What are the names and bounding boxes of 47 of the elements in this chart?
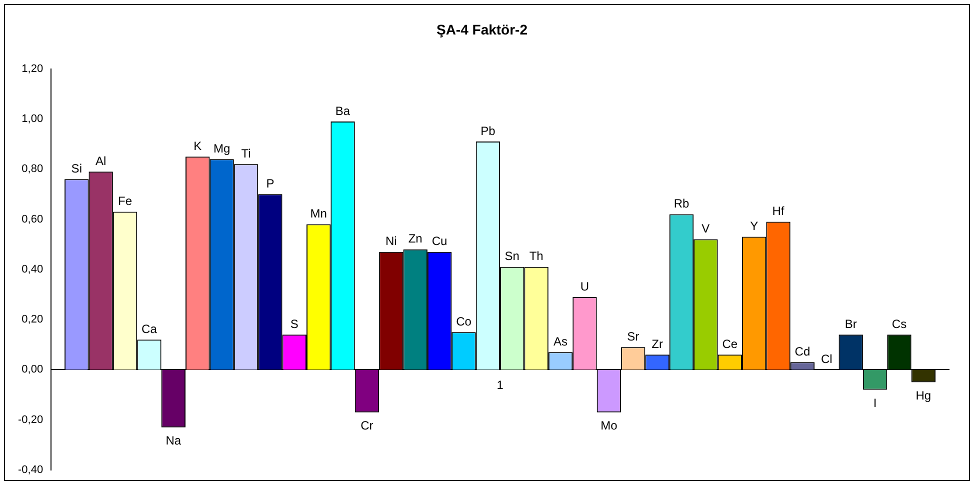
- series-label: Ba: [335, 104, 350, 118]
- y-tick-label: 0,40: [22, 263, 44, 276]
- series-label: Ti: [241, 146, 251, 160]
- series-label: Zn: [408, 232, 422, 246]
- series-label: Br: [844, 316, 857, 331]
- series-label: Cr: [360, 418, 374, 433]
- series-label: U: [580, 279, 590, 294]
- y-tick-label: -0,40: [18, 464, 44, 476]
- y-tick-label: 1,20: [22, 62, 44, 75]
- series-label: Al: [95, 154, 106, 168]
- y-tick-label: 0,00: [22, 364, 44, 376]
- series-label: As: [554, 334, 568, 348]
- series-label: Sn: [504, 249, 520, 264]
- series-label: Cu: [432, 234, 448, 248]
- series-label: Th: [529, 249, 544, 264]
- series-label: Fe: [118, 194, 132, 208]
- x-tick-label: 1: [496, 378, 504, 392]
- series-label: Si: [71, 161, 82, 176]
- series-label: Sr: [627, 329, 640, 344]
- series-label: Mg: [213, 141, 230, 156]
- series-label: Mn: [310, 206, 327, 221]
- series-label: Zr: [652, 336, 663, 351]
- y-tick-label: 0,80: [22, 163, 44, 176]
- text: Cl: [820, 352, 832, 366]
- series-label: Cs: [892, 316, 907, 331]
- y-tick-label: 0,20: [22, 314, 44, 326]
- chart-title: ŞA-4 Faktör-2: [436, 21, 528, 38]
- series-label: I: [873, 396, 877, 410]
- series-label: S: [290, 316, 298, 331]
- series-label: K: [194, 138, 202, 153]
- series-label: Mo: [600, 418, 618, 433]
- series-label: P: [266, 176, 274, 190]
- series-label: Ni: [385, 234, 397, 248]
- y-tick-label: -0,20: [18, 414, 44, 426]
- series-label: Ca: [142, 322, 158, 336]
- series-label: V: [702, 222, 710, 236]
- series-label: Co: [456, 314, 472, 328]
- series-label: Cd: [794, 344, 810, 358]
- series-label: Hf: [772, 204, 785, 218]
- series-label: Na: [166, 434, 182, 448]
- series-label: Hg: [916, 388, 932, 403]
- series-label: Y: [750, 219, 758, 234]
- y-tick-label: 0,60: [22, 213, 44, 226]
- series-label: Rb: [674, 196, 690, 211]
- series-label: Ce: [722, 336, 738, 351]
- y-tick-label: 1,00: [22, 112, 44, 125]
- series-label: Pb: [480, 124, 496, 138]
